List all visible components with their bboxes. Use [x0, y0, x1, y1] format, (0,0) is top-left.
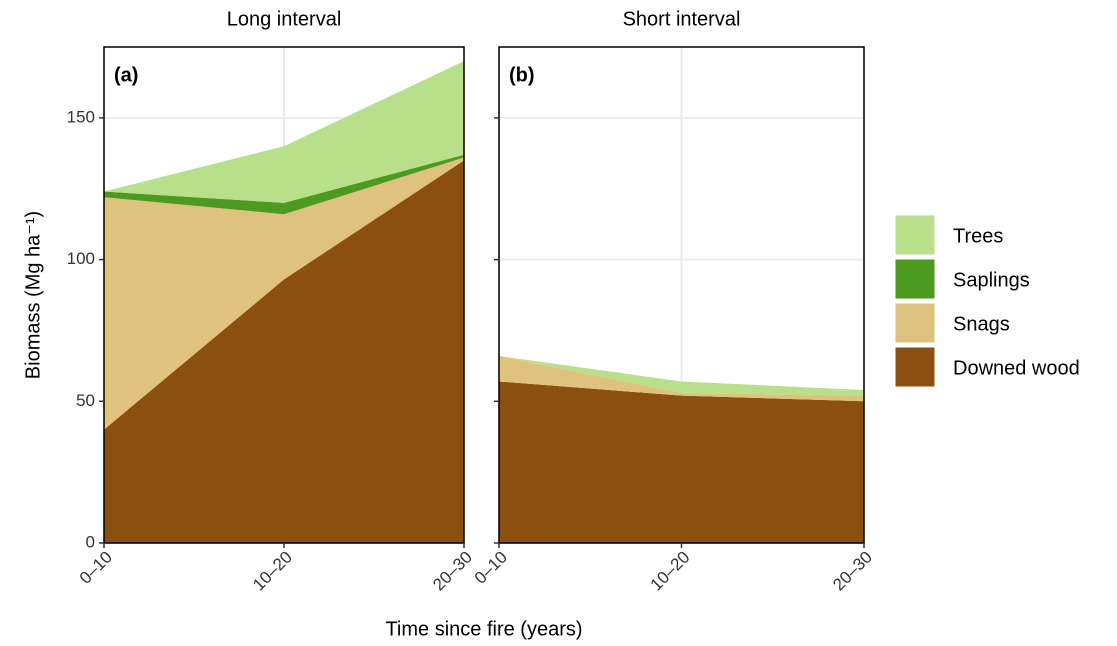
x-tick-label: 20–30: [429, 548, 476, 595]
panel-label: (a): [114, 64, 138, 86]
y-tick-label: 50: [76, 391, 95, 410]
area: [499, 355, 864, 396]
area: [499, 381, 864, 543]
legend-label: Snags: [953, 313, 1010, 335]
x-tick-label: 10–20: [249, 548, 296, 595]
legend-label: Saplings: [953, 269, 1030, 291]
x-tick-label: 0–10: [76, 548, 116, 588]
legend-key: [894, 346, 936, 388]
area: [499, 355, 864, 402]
area: [104, 61, 464, 203]
panel-label: (b): [509, 64, 535, 86]
y-tick-label: 150: [67, 107, 95, 126]
y-tick-label: 0: [86, 532, 95, 551]
legend-label: Trees: [953, 225, 1003, 247]
y-tick-label: 100: [67, 249, 95, 268]
panel-title: Long interval: [227, 8, 342, 30]
x-tick-label: 10–20: [647, 548, 694, 595]
x-tick-label: 20–30: [829, 548, 876, 595]
legend-key: [894, 302, 936, 344]
y-axis-label: Biomass (Mg ha⁻¹): [22, 211, 44, 379]
legend-key: [894, 258, 936, 300]
area: [104, 160, 464, 543]
area: [104, 157, 464, 430]
area: [104, 154, 464, 215]
legend-label: Downed wood: [953, 357, 1080, 379]
x-tick-label: 0–10: [471, 548, 511, 588]
panel-title: Short interval: [623, 8, 741, 30]
x-axis-label: Time since fire (years): [385, 618, 582, 640]
legend-key: [894, 214, 936, 256]
